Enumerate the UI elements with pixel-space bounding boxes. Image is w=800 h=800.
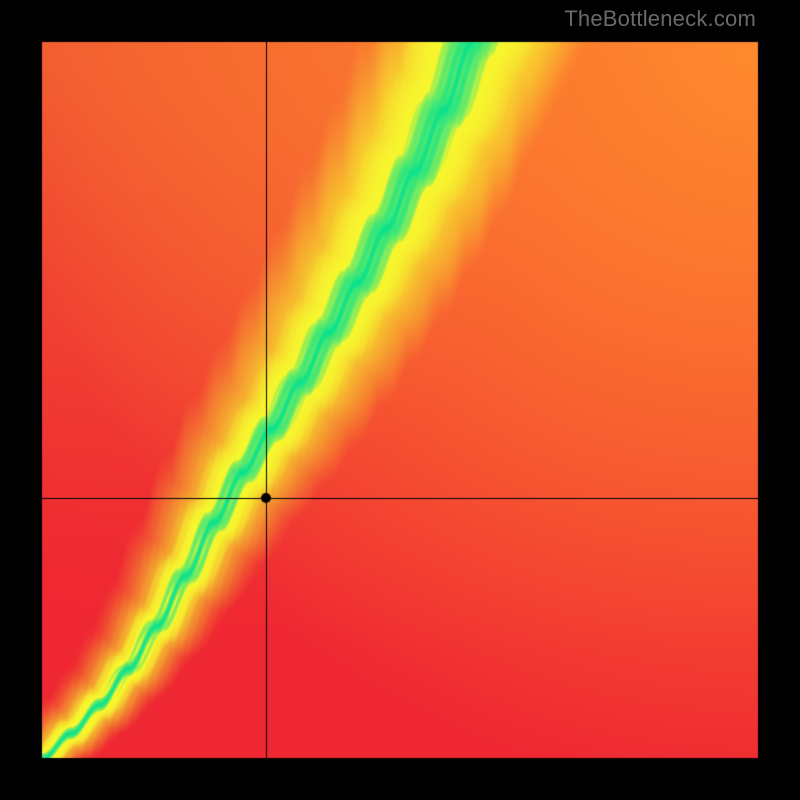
watermark-text: TheBottleneck.com: [564, 6, 756, 32]
bottleneck-heatmap-canvas: [0, 0, 800, 800]
chart-container: TheBottleneck.com: [0, 0, 800, 800]
